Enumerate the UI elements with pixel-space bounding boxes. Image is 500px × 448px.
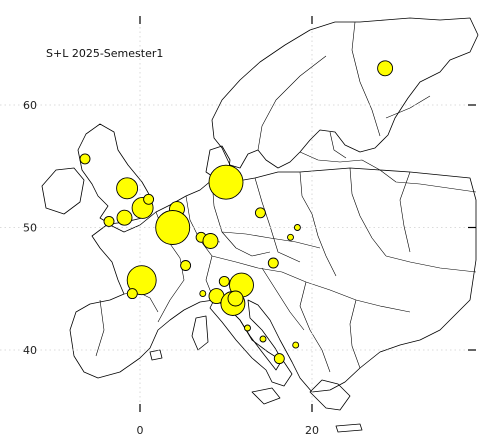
site-marker — [377, 60, 394, 77]
crete-coast — [335, 423, 363, 433]
site-markers — [79, 60, 394, 365]
site-marker — [126, 288, 138, 300]
site-marker — [244, 324, 251, 332]
site-marker — [79, 153, 91, 165]
lat-tick-label: 40 — [23, 344, 37, 357]
site-marker — [143, 193, 155, 205]
site-marker — [116, 177, 139, 200]
lat-tick-label: 60 — [23, 99, 37, 112]
lon-tick-label: 20 — [305, 424, 319, 437]
graticule — [0, 18, 475, 410]
site-marker — [218, 275, 230, 287]
site-marker — [293, 224, 301, 231]
ireland-coast — [41, 167, 85, 215]
balearic-coast — [149, 349, 163, 361]
site-marker — [267, 257, 279, 269]
site-marker — [116, 209, 133, 226]
scandinavia-coast — [211, 17, 479, 169]
site-marker — [208, 164, 244, 200]
lon-tick-label: 0 — [137, 424, 144, 437]
axis-ticks: 0 20 40 50 60 — [23, 16, 476, 437]
site-marker — [259, 335, 267, 343]
site-marker — [287, 233, 294, 241]
lat-tick-label: 50 — [23, 222, 37, 235]
coastlines — [41, 17, 479, 433]
map-title: S+L 2025-Semester1 — [46, 47, 163, 60]
sardinia-coast — [191, 315, 209, 351]
site-marker — [254, 207, 266, 219]
site-marker — [292, 341, 300, 349]
site-marker — [199, 290, 207, 298]
site-marker — [180, 260, 192, 271]
site-marker — [126, 265, 157, 296]
sicily-coast — [251, 387, 281, 405]
site-marker — [155, 210, 191, 245]
italy-coast — [209, 299, 293, 387]
continent-coast — [69, 167, 477, 393]
site-marker — [273, 353, 285, 365]
greece-coast — [309, 379, 351, 411]
site-marker — [227, 290, 244, 307]
site-marker — [103, 215, 115, 227]
site-marker — [202, 233, 219, 249]
